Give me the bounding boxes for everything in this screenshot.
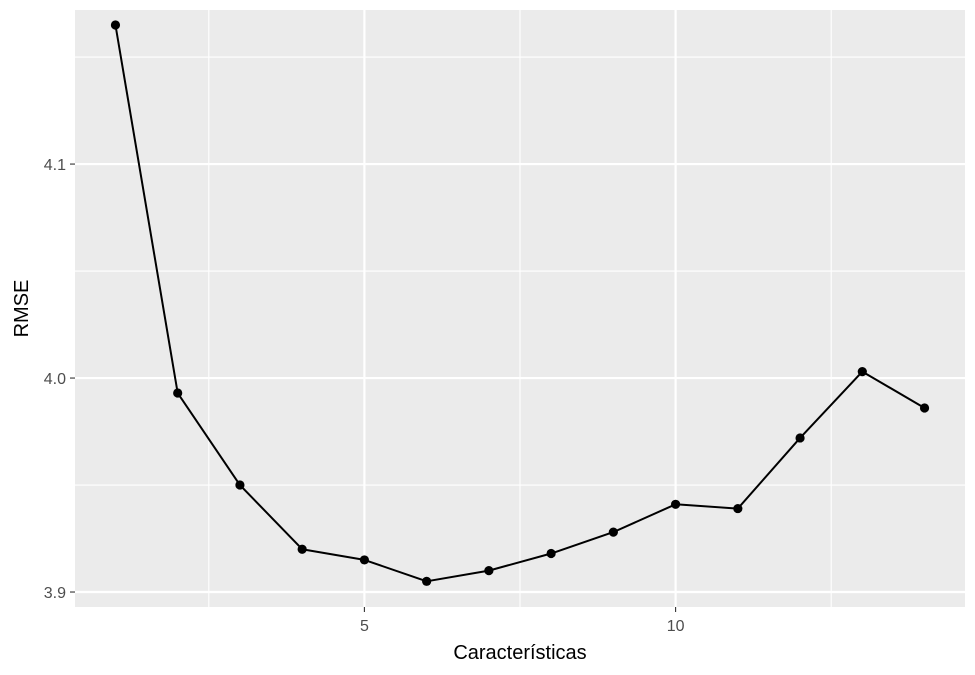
y-tick-label: 4.0	[44, 371, 66, 388]
x-tick-label: 10	[667, 618, 685, 635]
x-axis-title: Características	[453, 642, 586, 664]
data-point	[546, 548, 556, 559]
y-axis-title: RMSE	[11, 280, 33, 338]
data-point	[484, 566, 494, 576]
data-point	[297, 544, 307, 554]
data-point	[857, 367, 867, 377]
x-tick-label: 5	[360, 618, 369, 635]
data-point	[670, 499, 681, 509]
y-axis: 3.9 4.0 4.1	[44, 157, 75, 602]
data-point	[235, 480, 245, 490]
series-line	[114, 24, 926, 583]
series-layer	[114, 24, 926, 583]
data-point	[919, 403, 930, 413]
data-point	[359, 555, 370, 565]
data-point	[173, 388, 183, 398]
y-tick-label: 3.9	[44, 585, 66, 602]
data-point	[422, 576, 432, 586]
x-axis: 5 10	[360, 607, 685, 635]
major-gridlines	[75, 10, 965, 607]
minor-gridlines	[75, 10, 965, 607]
data-point	[608, 527, 618, 537]
data-point	[733, 503, 743, 514]
y-tick-label: 4.1	[44, 157, 66, 174]
data-point	[795, 433, 805, 443]
points-layer	[110, 20, 930, 586]
data-point	[110, 20, 121, 30]
